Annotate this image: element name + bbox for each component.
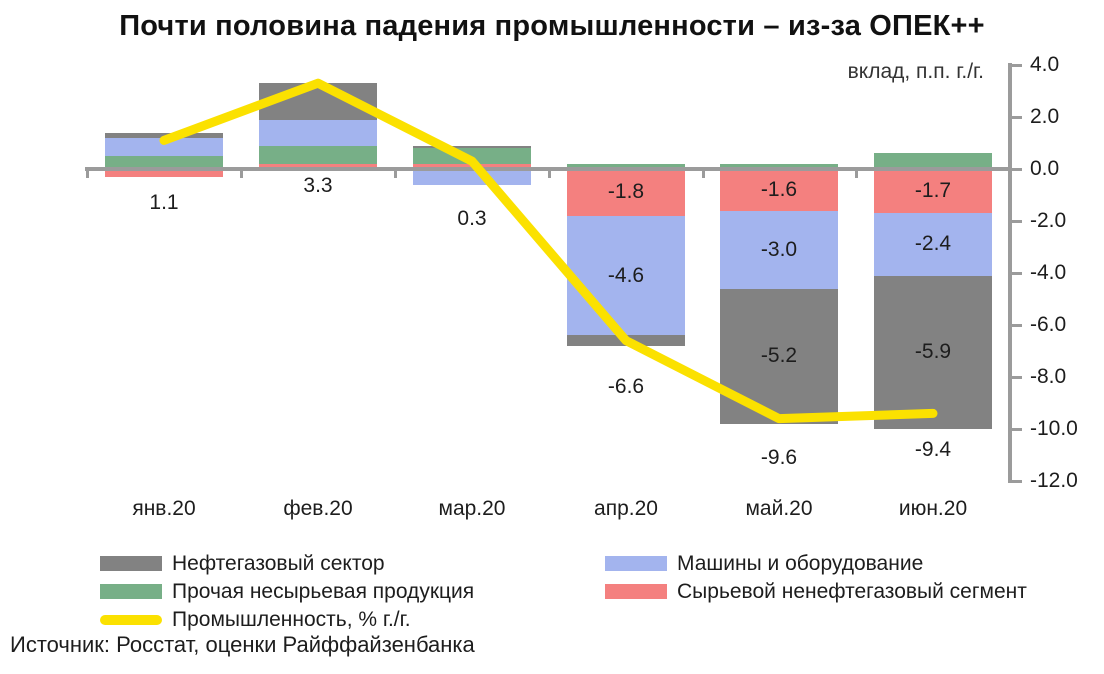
bar-segment-oil_gas <box>259 83 377 120</box>
chart-title: Почти половина падения промышленности – … <box>119 10 985 42</box>
y-axis-unit-label: вклад, п.п. г./г. <box>847 60 984 83</box>
y-axis-tick-label: -2.0 <box>1030 209 1067 232</box>
legend-label: Промышленность, % г./г. <box>172 608 411 631</box>
y-axis-tick <box>1012 271 1022 275</box>
y-axis-tick <box>1012 323 1022 327</box>
bar-segment-oil_gas <box>413 145 531 149</box>
legend-label: Машины и оборудование <box>677 552 924 575</box>
x-axis-tick <box>240 171 243 178</box>
source-note: Источник: Росстат, оценки Райффайзенбанк… <box>10 632 475 657</box>
y-axis-tick <box>1012 479 1022 483</box>
x-axis-label: июн.20 <box>898 497 968 520</box>
y-axis-tick <box>1012 115 1022 119</box>
segment-value-label: -1.6 <box>760 177 798 201</box>
total-value-label: 1.1 <box>149 191 179 214</box>
bar-segment-other_noncommodity <box>259 145 377 164</box>
y-axis-tick-label: -4.0 <box>1030 261 1067 284</box>
segment-value-label: -5.9 <box>914 340 952 364</box>
y-axis-tick-label: -12.0 <box>1030 469 1078 492</box>
segment-value-label: -4.6 <box>607 263 645 287</box>
segment-value-label: -1.7 <box>914 179 952 203</box>
x-axis-tick <box>701 171 705 178</box>
y-axis-tick <box>1012 63 1022 67</box>
bar-segment-machinery <box>259 119 377 146</box>
legend-label: Сырьевой ненефтегазовый сегмент <box>677 580 1027 603</box>
bar-segment-machinery <box>413 169 531 185</box>
y-axis-tick <box>1012 167 1022 171</box>
bar-segment-machinery <box>105 137 223 156</box>
x-axis-label: фев.20 <box>283 497 353 520</box>
segment-value-label: -5.2 <box>760 344 798 368</box>
total-value-label: 3.3 <box>303 174 333 197</box>
legend-label: Прочая несырьевая продукция <box>172 580 475 603</box>
x-axis-tick <box>855 171 858 178</box>
y-axis-line <box>1008 63 1012 483</box>
x-axis-label: апр.20 <box>594 497 658 520</box>
segment-value-label: -3.0 <box>760 237 798 261</box>
bar-segment-oil_gas <box>105 132 223 138</box>
x-axis-tick <box>548 171 551 178</box>
bar-segment-other_noncommodity <box>413 148 531 164</box>
y-axis-tick-label: 4.0 <box>1030 53 1060 76</box>
total-value-label: 0.3 <box>457 207 487 230</box>
y-axis-tick-label: -6.0 <box>1030 313 1067 336</box>
total-value-label: -6.6 <box>607 375 645 398</box>
y-axis-tick-label: -10.0 <box>1030 417 1078 440</box>
legend-color-swatch <box>605 556 667 571</box>
x-axis-label: май.20 <box>745 497 813 520</box>
y-axis-tick-label: 0.0 <box>1030 157 1060 180</box>
x-axis-label: янв.20 <box>132 497 196 520</box>
y-axis-tick-label: -8.0 <box>1030 365 1067 388</box>
legend-color-swatch <box>605 584 667 599</box>
legend-line-swatch <box>100 615 162 625</box>
x-axis-tick <box>394 171 397 178</box>
y-axis-tick <box>1012 375 1022 379</box>
y-axis-tick <box>1012 219 1022 223</box>
y-axis-tick <box>1012 427 1022 431</box>
legend-color-swatch <box>100 556 162 571</box>
total-value-label: -9.6 <box>760 446 798 469</box>
bar-segment-oil_gas <box>567 335 685 346</box>
x-axis-label: мар.20 <box>438 497 506 520</box>
segment-value-label: -2.4 <box>914 232 952 256</box>
legend-color-swatch <box>100 584 162 599</box>
legend-label: Нефтегазовый сектор <box>172 552 385 575</box>
segment-value-label: -1.8 <box>607 180 645 204</box>
total-value-label: -9.4 <box>914 438 952 461</box>
y-axis-tick-label: 2.0 <box>1030 105 1060 128</box>
x-axis-tick <box>86 171 89 178</box>
